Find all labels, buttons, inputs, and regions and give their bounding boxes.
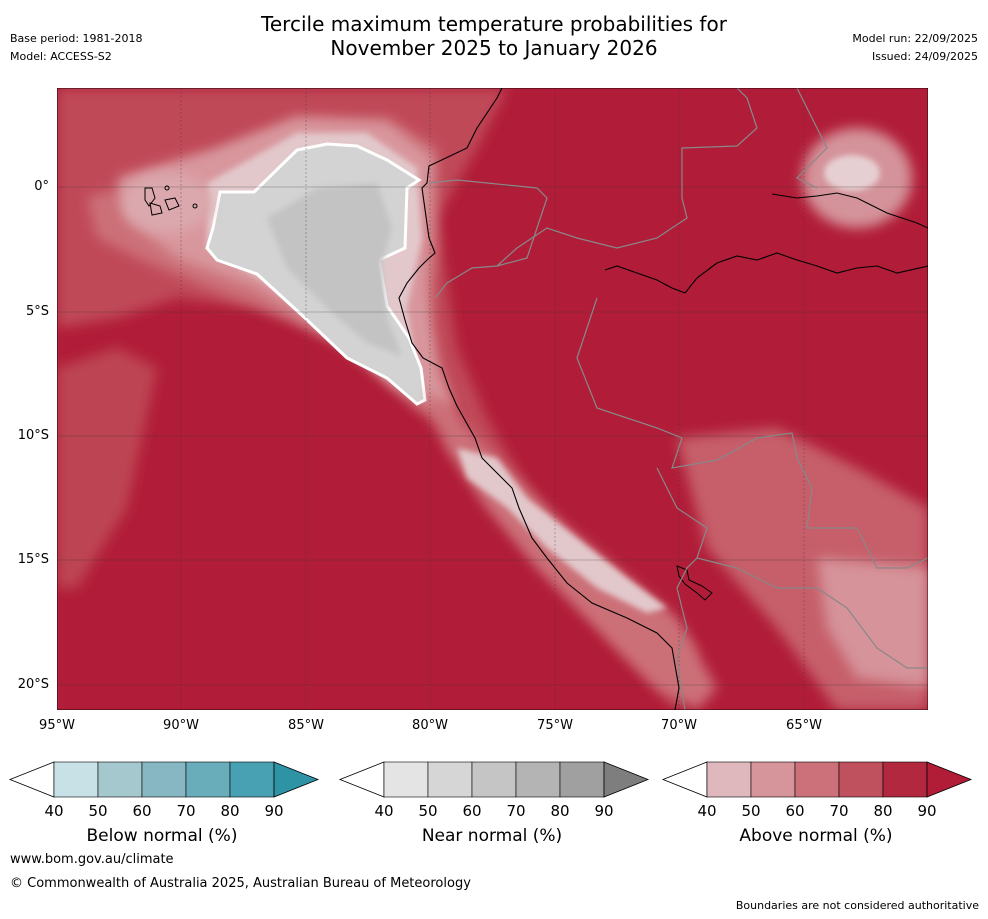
lon-label-70w: 70°W <box>649 718 709 733</box>
model-run: Model run: 22/09/2025 <box>852 30 978 48</box>
colorbar-tick-label: 80 <box>215 802 245 820</box>
colorbar-segment <box>384 762 428 797</box>
colorbar-segment <box>98 762 142 797</box>
colorbar-tick-label: 90 <box>259 802 289 820</box>
colorbar-tick-label: 40 <box>692 802 722 820</box>
colorbar-segment <box>230 762 274 797</box>
colorbar-segment <box>560 762 604 797</box>
issued-date: Issued: 24/09/2025 <box>852 48 978 66</box>
colorbar-tick-label: 90 <box>589 802 619 820</box>
colorbar-tick-label: 70 <box>501 802 531 820</box>
colorbar-low-arrow <box>10 762 54 797</box>
colorbar-high-arrow <box>274 762 318 797</box>
chart-title: Tercile maximum temperature probabilitie… <box>0 12 988 60</box>
colorbar-tick-label: 80 <box>545 802 575 820</box>
meta-right: Model run: 22/09/2025 Issued: 24/09/2025 <box>852 30 978 66</box>
title-line-2: November 2025 to January 2026 <box>0 36 988 60</box>
colorbar-low-arrow <box>340 762 384 797</box>
colorbar-tick-label: 50 <box>413 802 443 820</box>
colorbar-segment <box>751 762 795 797</box>
footer-url[interactable]: www.bom.gov.au/climate <box>10 852 174 867</box>
colorbar-legends <box>0 760 988 802</box>
lat-label-5s: 5°S <box>7 304 49 319</box>
northeast-blob-inner <box>824 155 880 191</box>
colorbar-near-normal <box>340 762 648 797</box>
colorbar-label-near: Near normal (%) <box>342 826 642 846</box>
colorbar-segment <box>883 762 927 797</box>
colorbar-high-arrow <box>604 762 648 797</box>
colorbar-tick-label: 60 <box>457 802 487 820</box>
colorbar-high-arrow <box>927 762 971 797</box>
title-line-1: Tercile maximum temperature probabilitie… <box>0 12 988 36</box>
colorbar-segment <box>795 762 839 797</box>
colorbar-segment <box>54 762 98 797</box>
lat-label-0: 0° <box>7 179 49 194</box>
probability-map <box>57 88 928 710</box>
colorbar-tick-label: 80 <box>868 802 898 820</box>
footer-disclaimer: Boundaries are not considered authoritat… <box>736 899 979 912</box>
colorbar-tick-label: 50 <box>83 802 113 820</box>
colorbar-tick-label: 40 <box>369 802 399 820</box>
colorbar-tick-label: 50 <box>736 802 766 820</box>
galapagos-blob <box>122 173 212 233</box>
lon-label-90w: 90°W <box>151 718 211 733</box>
lon-label-65w: 65°W <box>774 718 834 733</box>
colorbar-segment <box>839 762 883 797</box>
lat-label-15s: 15°S <box>7 552 49 567</box>
colorbar-segment <box>142 762 186 797</box>
colorbar-tick-label: 60 <box>780 802 810 820</box>
meta-left: Base period: 1981-2018 Model: ACCESS-S2 <box>10 30 142 66</box>
colorbar-tick-label: 70 <box>824 802 854 820</box>
colorbar-tick-label: 40 <box>39 802 69 820</box>
colorbar-label-below: Below normal (%) <box>12 826 312 846</box>
colorbar-segment <box>472 762 516 797</box>
colorbar-segment <box>428 762 472 797</box>
colorbar-below-normal <box>10 762 318 797</box>
lon-label-75w: 75°W <box>525 718 585 733</box>
colorbar-label-above: Above normal (%) <box>666 826 966 846</box>
colorbar-tick-label: 90 <box>912 802 942 820</box>
footer-copyright: © Commonwealth of Australia 2025, Austra… <box>10 876 471 891</box>
lon-label-80w: 80°W <box>400 718 460 733</box>
base-period: Base period: 1981-2018 <box>10 30 142 48</box>
colorbar-tick-label: 60 <box>127 802 157 820</box>
lat-label-10s: 10°S <box>7 428 49 443</box>
colorbar-segment <box>707 762 751 797</box>
colorbar-above-normal <box>663 762 971 797</box>
lat-label-20s: 20°S <box>7 677 49 692</box>
colorbar-segment <box>186 762 230 797</box>
model-name: Model: ACCESS-S2 <box>10 48 142 66</box>
colorbar-tick-label: 70 <box>171 802 201 820</box>
lon-label-85w: 85°W <box>276 718 336 733</box>
lon-label-95w: 95°W <box>27 718 87 733</box>
colorbar-low-arrow <box>663 762 707 797</box>
colorbar-segment <box>516 762 560 797</box>
